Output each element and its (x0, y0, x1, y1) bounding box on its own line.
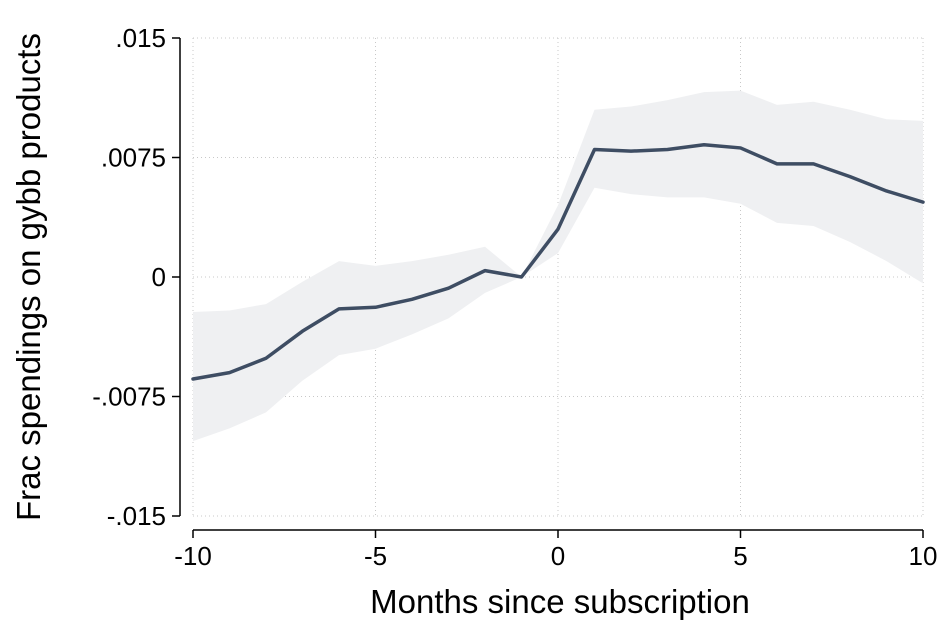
x-tick-label: 10 (909, 541, 938, 571)
y-tick-label: -.0075 (92, 382, 166, 412)
confidence-band (193, 90, 923, 442)
y-tick-label: .015 (115, 23, 166, 53)
x-tick-label: -10 (174, 541, 212, 571)
x-axis-title: Months since subscription (370, 583, 750, 620)
y-tick-label: 0 (152, 262, 166, 292)
confidence-band-area (193, 90, 923, 442)
y-axis-title: Frac spendings on gybb products (10, 33, 47, 521)
x-tick-label: 5 (733, 541, 747, 571)
y-tick-label: .0075 (101, 143, 166, 173)
series-line (191, 143, 925, 381)
x-tick-label: -5 (364, 541, 387, 571)
y-tick-label: -.015 (107, 501, 166, 531)
x-tick-label: 0 (551, 541, 565, 571)
y-axis-ticks: .015 .0075 0 -.0075 -.015 (92, 23, 180, 531)
x-axis-ticks: -10 -5 0 5 10 (174, 530, 937, 571)
